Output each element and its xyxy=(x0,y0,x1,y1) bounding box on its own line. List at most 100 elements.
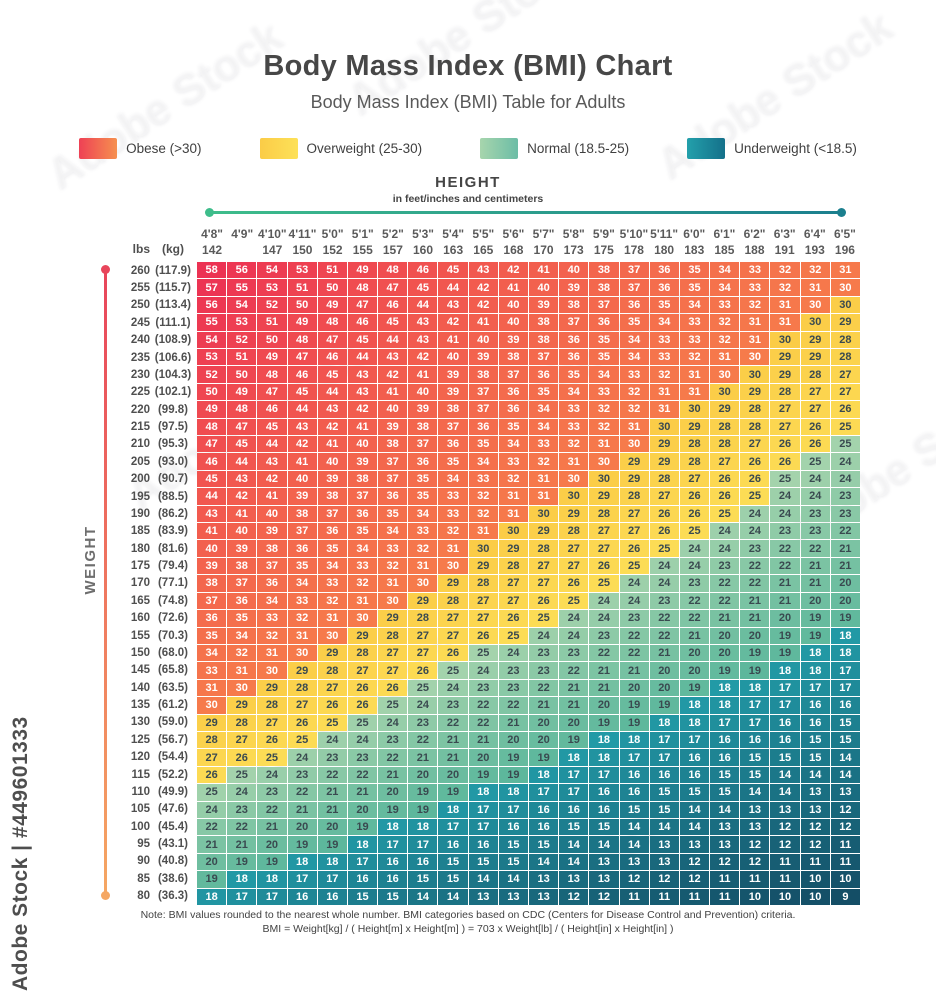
row-label: 260 (117.9) xyxy=(108,262,196,279)
bmi-cell: 44 xyxy=(287,401,317,418)
bmi-cell: 31 xyxy=(498,505,528,523)
bmi-cell: 15 xyxy=(468,853,498,871)
bmi-cell: 23 xyxy=(589,627,619,644)
bmi-cell: 30 xyxy=(257,662,287,679)
row-label: 190 (86.2) xyxy=(108,505,196,522)
bmi-cell: 38 xyxy=(227,557,257,575)
bmi-cell: 22 xyxy=(740,557,770,575)
bmi-cell: 26 xyxy=(800,418,830,436)
bmi-cell: 37 xyxy=(197,592,227,610)
bmi-cell: 24 xyxy=(257,766,287,784)
bmi-cell: 27 xyxy=(498,592,528,610)
bmi-cell: 30 xyxy=(710,383,740,401)
row-label-kg: (65.8) xyxy=(157,664,189,677)
bmi-cell: 26 xyxy=(438,644,468,662)
bmi-cell: 37 xyxy=(468,383,498,401)
weight-axis-start-dot xyxy=(101,265,110,274)
bmi-cell: 55 xyxy=(227,279,257,296)
bmi-cell: 19 xyxy=(347,818,378,836)
bmi-cell: 22 xyxy=(317,766,347,784)
bmi-cell: 33 xyxy=(438,488,468,505)
bmi-cell: 13 xyxy=(619,853,649,871)
row-label: 225 (102.1) xyxy=(108,384,196,401)
bmi-cell: 30 xyxy=(528,505,559,523)
bmi-cell: 25 xyxy=(800,453,830,470)
bmi-cell: 36 xyxy=(257,575,287,592)
bmi-cell: 28 xyxy=(589,505,619,523)
row-label-lbs: 100 xyxy=(130,820,150,833)
bmi-cell: 19 xyxy=(770,627,800,644)
bmi-cell: 26 xyxy=(287,714,317,731)
row-label-lbs: 150 xyxy=(130,646,150,659)
bmi-cell: 34 xyxy=(287,575,317,592)
bmi-cell: 27 xyxy=(619,505,649,523)
bmi-cell: 13 xyxy=(559,871,589,888)
bmi-cell: 31 xyxy=(347,592,378,610)
height-axis-start-dot xyxy=(205,208,214,217)
bmi-cell: 16 xyxy=(619,784,649,801)
bmi-cell: 25 xyxy=(408,679,438,697)
bmi-cell: 26 xyxy=(347,697,378,714)
bmi-cell: 39 xyxy=(408,401,438,418)
bmi-cell: 14 xyxy=(468,871,498,888)
weight-axis-line xyxy=(104,269,107,895)
column-header: 5'5" 165 xyxy=(468,226,498,258)
bmi-cell: 29 xyxy=(800,331,830,349)
bmi-cell: 15 xyxy=(347,888,378,905)
bmi-cell: 35 xyxy=(649,296,679,314)
row-label-lbs: 220 xyxy=(130,403,150,416)
bmi-cell: 25 xyxy=(770,470,800,488)
column-headers: 4'8" 142 4'9" 4'10" 147 4'11" 150 5'0" 152 5'1" 15… xyxy=(197,226,860,258)
bmi-cell: 35 xyxy=(378,505,408,523)
bmi-cell: 34 xyxy=(589,366,619,383)
bmi-cell: 26 xyxy=(770,436,800,453)
bmi-cell: 47 xyxy=(257,383,287,401)
bmi-cell: 31 xyxy=(679,366,710,383)
bmi-cell: 32 xyxy=(528,453,559,470)
bmi-cell: 31 xyxy=(589,436,619,453)
bmi-cell: 37 xyxy=(619,279,649,296)
bmi-cell: 22 xyxy=(559,662,589,679)
bmi-cell: 33 xyxy=(347,557,378,575)
bmi-cell: 19 xyxy=(619,714,649,731)
row-label: 230 (104.3) xyxy=(108,366,196,383)
bmi-cell: 10 xyxy=(800,888,830,905)
bmi-cell: 19 xyxy=(800,627,830,644)
row-label-lbs: 240 xyxy=(130,334,150,347)
row-label-kg: (99.8) xyxy=(157,403,189,416)
row-label-kg: (45.4) xyxy=(157,820,189,833)
units-kg-label: (kg) xyxy=(162,242,184,256)
bmi-cell: 18 xyxy=(408,818,438,836)
bmi-cell: 32 xyxy=(740,296,770,314)
bmi-cell: 18 xyxy=(559,749,589,766)
bmi-cell: 52 xyxy=(227,331,257,349)
bmi-cell: 30 xyxy=(227,679,257,697)
bmi-cell: 53 xyxy=(257,279,287,296)
column-header-feet: 6'1" xyxy=(713,227,736,241)
bmi-cell: 11 xyxy=(619,888,649,905)
bmi-cell: 15 xyxy=(649,784,679,801)
bmi-cell: 15 xyxy=(559,818,589,836)
bmi-cell: 23 xyxy=(528,644,559,662)
bmi-cell: 10 xyxy=(770,888,800,905)
weight-axis-end-dot xyxy=(101,891,110,900)
bmi-cell: 31 xyxy=(770,296,800,314)
bmi-cell: 12 xyxy=(740,836,770,853)
bmi-cell: 33 xyxy=(378,540,408,557)
row-label-kg: (102.1) xyxy=(154,386,192,399)
bmi-cell: 25 xyxy=(649,540,679,557)
bmi-cell: 39 xyxy=(317,470,347,488)
bmi-cell: 27 xyxy=(649,488,679,505)
bmi-cell: 48 xyxy=(287,331,317,349)
bmi-cell: 24 xyxy=(649,575,679,592)
bmi-cell: 14 xyxy=(589,836,619,853)
bmi-cell: 23 xyxy=(800,505,830,523)
bmi-cell: 17 xyxy=(227,888,257,905)
bmi-cell: 20 xyxy=(438,766,468,784)
bmi-cell: 41 xyxy=(408,366,438,383)
bmi-cell: 28 xyxy=(740,401,770,418)
bmi-cell: 17 xyxy=(800,679,830,697)
bmi-cell: 33 xyxy=(649,331,679,349)
bmi-cell: 13 xyxy=(498,888,528,905)
bmi-cell: 28 xyxy=(649,470,679,488)
